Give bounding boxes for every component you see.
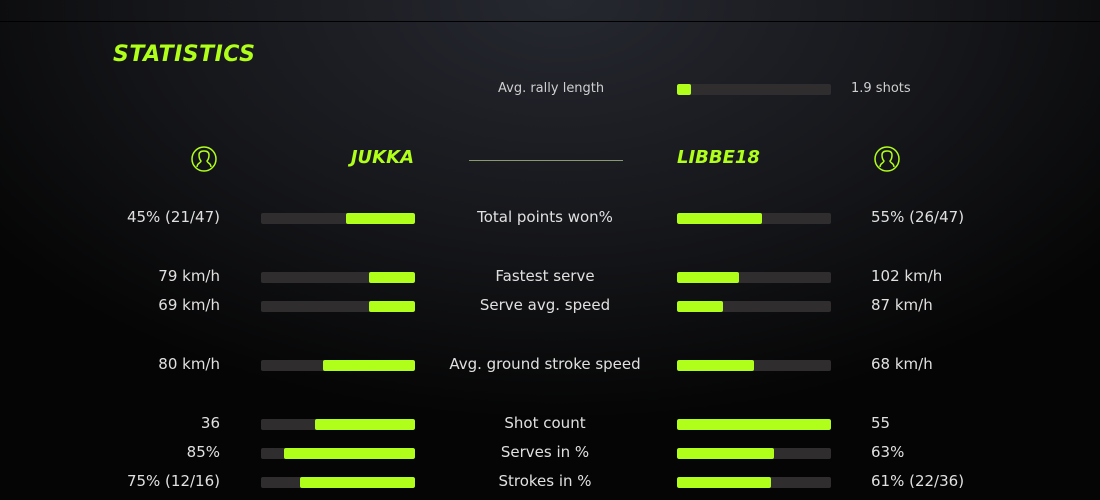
- stat-left-bar: [261, 419, 415, 430]
- stat-left-value: 36: [200, 414, 220, 432]
- rally-value: 1.9 shots: [851, 81, 911, 96]
- stat-right-bar: [677, 419, 831, 430]
- page-title: STATISTICS: [113, 42, 256, 67]
- stat-label: Total points won%: [477, 208, 613, 226]
- stat-left-bar: [261, 360, 415, 371]
- stat-label: Strokes in %: [498, 472, 592, 490]
- stat-left-bar-fill: [368, 272, 415, 283]
- stat-left-bar-fill: [368, 301, 415, 312]
- top-divider: [0, 21, 1100, 22]
- user-icon: [874, 146, 900, 172]
- stat-right-value: 55: [871, 414, 891, 432]
- header-divider: [469, 160, 623, 161]
- stat-left-value: 75% (12/16): [126, 472, 220, 490]
- stat-left-value: 45% (21/47): [126, 208, 220, 226]
- stat-right-value: 68 km/h: [871, 355, 933, 373]
- stat-left-value: 79 km/h: [158, 267, 220, 285]
- stat-right-bar: [677, 360, 831, 371]
- stat-left-value: 85%: [186, 443, 220, 461]
- stat-left-bar-fill: [345, 213, 415, 224]
- stat-left-bar: [261, 477, 415, 488]
- stat-left-value: 69 km/h: [158, 296, 220, 314]
- stat-right-bar: [677, 301, 831, 312]
- stat-left-bar-fill: [299, 477, 415, 488]
- stat-left-value: 80 km/h: [158, 355, 220, 373]
- stat-left-bar: [261, 272, 415, 283]
- rally-bar: [677, 84, 831, 95]
- stat-right-bar: [677, 477, 831, 488]
- stat-label: Avg. ground stroke speed: [449, 355, 641, 373]
- stat-label: Shot count: [504, 414, 586, 432]
- stat-right-value: 61% (22/36): [871, 472, 965, 490]
- stat-right-bar-fill: [677, 477, 771, 488]
- stat-label: Fastest serve: [495, 267, 595, 285]
- stat-label: Serves in %: [500, 443, 590, 461]
- stat-right-bar-fill: [677, 301, 724, 312]
- user-icon: [191, 146, 217, 172]
- stat-right-value: 87 km/h: [871, 296, 933, 314]
- stat-right-bar-fill: [677, 448, 775, 459]
- player-left-name: JUKKA: [350, 147, 414, 168]
- stat-right-bar: [677, 213, 831, 224]
- stat-left-bar-fill: [284, 448, 415, 459]
- stat-left-bar: [261, 301, 415, 312]
- stat-label: Serve avg. speed: [479, 296, 611, 314]
- stat-right-bar-fill: [677, 360, 754, 371]
- stat-left-bar: [261, 213, 415, 224]
- stat-right-bar-fill: [677, 419, 831, 430]
- player-right-name: LIBBE18: [677, 147, 760, 168]
- stat-right-bar: [677, 272, 831, 283]
- rally-label: Avg. rally length: [498, 81, 605, 96]
- stat-right-bar-fill: [677, 213, 762, 224]
- stat-left-bar-fill: [322, 360, 415, 371]
- stat-left-bar: [261, 448, 415, 459]
- stat-left-bar-fill: [314, 419, 415, 430]
- stat-right-value: 102 km/h: [871, 267, 943, 285]
- stat-right-value: 63%: [871, 443, 905, 461]
- rally-bar-fill: [677, 84, 691, 95]
- stat-right-bar-fill: [677, 272, 739, 283]
- stat-right-bar: [677, 448, 831, 459]
- stat-right-value: 55% (26/47): [871, 208, 965, 226]
